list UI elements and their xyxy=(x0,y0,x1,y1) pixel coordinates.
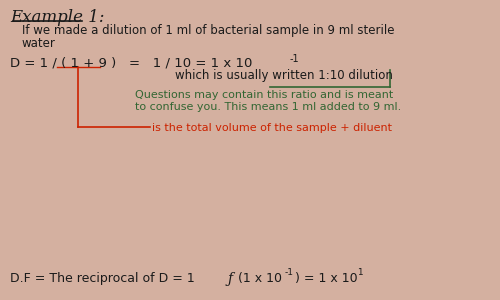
Text: D = 1 / ( 1 + 9 )   =   1 / 10 = 1 x 10: D = 1 / ( 1 + 9 ) = 1 / 10 = 1 x 10 xyxy=(10,57,252,70)
Text: ) = 1 x 10: ) = 1 x 10 xyxy=(295,272,358,285)
Text: If we made a dilution of 1 ml of bacterial sample in 9 ml sterile: If we made a dilution of 1 ml of bacteri… xyxy=(22,24,394,37)
Text: -1: -1 xyxy=(290,54,300,64)
Text: (1 x 10: (1 x 10 xyxy=(238,272,282,285)
Text: which is usually written 1:10 dilution: which is usually written 1:10 dilution xyxy=(175,69,393,82)
Text: -1: -1 xyxy=(285,268,294,277)
Text: Example 1:: Example 1: xyxy=(10,9,104,26)
Text: to confuse you. This means 1 ml added to 9 ml.: to confuse you. This means 1 ml added to… xyxy=(135,102,401,112)
Text: ƒ: ƒ xyxy=(228,272,233,286)
Text: Questions may contain this ratio and is meant: Questions may contain this ratio and is … xyxy=(135,90,393,100)
Text: water: water xyxy=(22,37,56,50)
Text: 1: 1 xyxy=(355,268,364,277)
Text: D.F = The reciprocal of D = 1: D.F = The reciprocal of D = 1 xyxy=(10,272,199,285)
Text: is the total volume of the sample + diluent: is the total volume of the sample + dilu… xyxy=(152,123,392,133)
